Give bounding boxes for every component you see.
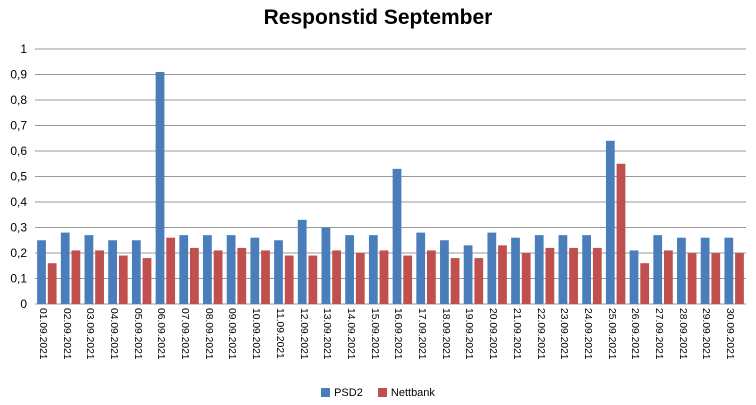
svg-text:0,5: 0,5 — [10, 170, 27, 184]
svg-text:0,2: 0,2 — [10, 246, 27, 260]
svg-text:0,6: 0,6 — [10, 144, 27, 158]
svg-text:0,8: 0,8 — [10, 93, 27, 107]
svg-text:0,1: 0,1 — [10, 272, 27, 286]
svg-text:0,9: 0,9 — [10, 68, 27, 82]
svg-text:0,4: 0,4 — [10, 195, 27, 209]
svg-text:0,3: 0,3 — [10, 221, 27, 235]
svg-text:0: 0 — [20, 297, 27, 311]
svg-text:1: 1 — [20, 42, 27, 56]
svg-text:0,7: 0,7 — [10, 119, 27, 133]
